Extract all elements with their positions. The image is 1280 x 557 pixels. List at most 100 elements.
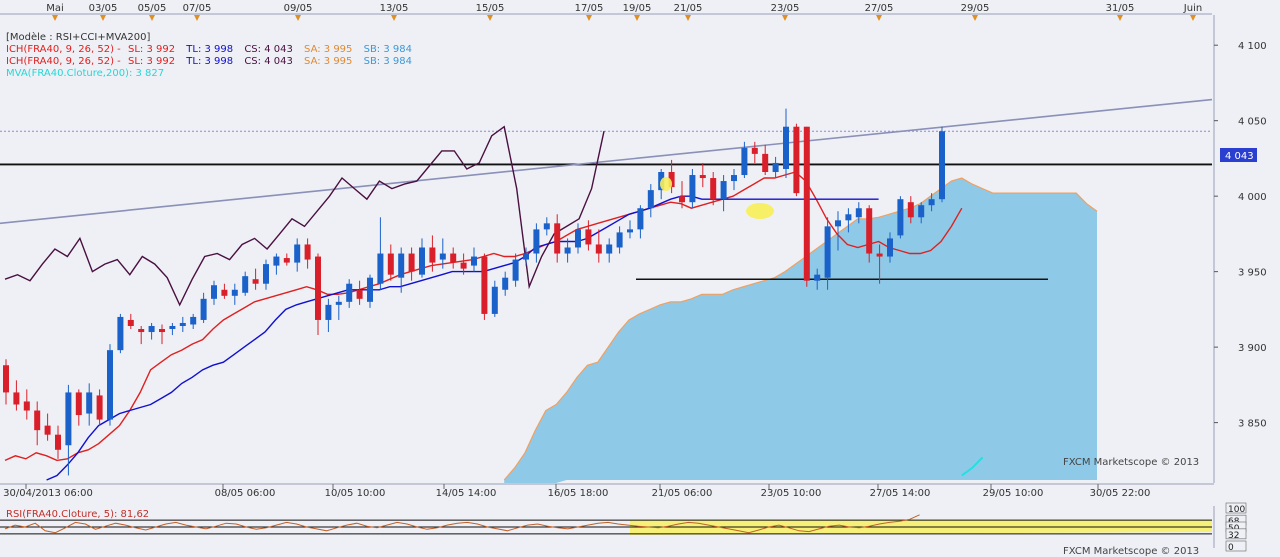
rsi-panel[interactable]: 1006850320 RSI(FRA40.Cloture, 5): 81,62 … bbox=[0, 502, 1280, 557]
bull-candle bbox=[491, 286, 498, 314]
bottom-axis-label: 23/05 10:00 bbox=[761, 488, 822, 498]
bull-candle bbox=[117, 316, 124, 351]
bear-candle bbox=[876, 253, 883, 257]
ichimoku-legend-2: ICH(FRA40, 9, 26, 52) - SL: 3 992 TL: 3 … bbox=[6, 56, 412, 67]
top-axis-label: 09/05 bbox=[284, 3, 313, 14]
bull-candle bbox=[377, 253, 384, 284]
top-axis-label: 31/05 bbox=[1106, 3, 1135, 14]
bear-candle bbox=[23, 401, 30, 411]
date-marker-icon bbox=[634, 15, 640, 21]
rsi-tick-badge bbox=[1225, 502, 1247, 514]
top-axis-label: 27/05 bbox=[865, 3, 894, 14]
date-marker-icon bbox=[876, 15, 882, 21]
bear-candle bbox=[13, 392, 20, 405]
bear-candle bbox=[127, 319, 134, 326]
bottom-axis-label: 27/05 14:00 bbox=[870, 488, 931, 498]
top-axis-label: 19/05 bbox=[623, 3, 652, 14]
date-marker-icon bbox=[972, 15, 978, 21]
date-marker-icon bbox=[149, 15, 155, 21]
rsi-watermark: FXCM Marketscope © 2013 bbox=[1063, 546, 1199, 557]
bull-candle bbox=[814, 274, 821, 281]
price-tick-label: 3 850 bbox=[1238, 419, 1267, 430]
bear-candle bbox=[159, 329, 165, 333]
bull-candle bbox=[398, 253, 405, 278]
bull-candle bbox=[606, 244, 613, 254]
price-tick-label: 3 950 bbox=[1238, 268, 1267, 279]
bull-candle bbox=[335, 301, 342, 305]
price-tick-label: 3 900 bbox=[1238, 343, 1267, 354]
tenkan-line bbox=[4, 171, 963, 462]
top-axis-label: 23/05 bbox=[771, 3, 800, 14]
bull-candle bbox=[273, 256, 280, 266]
bull-candle bbox=[855, 208, 862, 218]
bull-candle bbox=[533, 229, 540, 254]
bear-candle bbox=[450, 253, 457, 263]
date-marker-icon bbox=[1117, 15, 1123, 21]
bull-candle bbox=[190, 316, 197, 325]
senkou-span-a-line bbox=[503, 177, 1098, 481]
bear-candle bbox=[803, 126, 810, 281]
bear-candle bbox=[34, 410, 41, 431]
highlight-marker bbox=[746, 203, 774, 219]
bull-candle bbox=[367, 277, 373, 302]
bear-candle bbox=[283, 258, 290, 263]
rsi-tick-badge bbox=[1225, 540, 1247, 552]
bottom-axis-label: 08/05 06:00 bbox=[215, 488, 276, 498]
bottom-axis-label: 29/05 10:00 bbox=[983, 488, 1044, 498]
bear-candle bbox=[387, 253, 394, 275]
bear-candle bbox=[75, 392, 82, 416]
bear-candle bbox=[866, 208, 873, 254]
model-label: [Modèle : RSI+CCI+MVA200] bbox=[6, 31, 150, 43]
bull-candle bbox=[897, 199, 904, 236]
date-marker-icon bbox=[782, 15, 788, 21]
bottom-axis-label: 14/05 14:00 bbox=[436, 488, 497, 498]
bear-candle bbox=[44, 425, 51, 435]
bull-candle bbox=[616, 232, 623, 248]
bull-candle bbox=[824, 226, 831, 278]
price-tick-label: 4 050 bbox=[1238, 117, 1267, 128]
date-marker-icon bbox=[391, 15, 397, 21]
bear-candle bbox=[679, 196, 685, 203]
top-axis-label: 05/05 bbox=[138, 3, 167, 14]
last-price-label: 4 043 bbox=[1225, 151, 1254, 162]
kijun-line bbox=[46, 195, 879, 481]
top-axis-label: 21/05 bbox=[674, 3, 703, 14]
bull-candle bbox=[564, 247, 571, 254]
bull-candle bbox=[169, 325, 176, 330]
bull-candle bbox=[148, 325, 155, 333]
date-marker-icon bbox=[295, 15, 301, 21]
ichimoku-cloud bbox=[504, 178, 1097, 483]
bull-candle bbox=[439, 253, 446, 260]
bull-candle bbox=[575, 229, 581, 248]
bull-candle bbox=[200, 298, 207, 320]
bear-candle bbox=[793, 126, 800, 194]
bull-candle bbox=[512, 259, 519, 281]
price-chart[interactable]: 4 100 4 050 4 000 3 950 3 900 3 850 Mai 03/05 0… bbox=[0, 0, 1280, 498]
bull-candle bbox=[720, 181, 727, 200]
bottom-axis-label: 21/05 06:00 bbox=[652, 488, 713, 498]
bull-candle bbox=[263, 264, 269, 284]
bear-candle bbox=[315, 256, 321, 320]
bull-candle bbox=[928, 199, 935, 206]
bull-candle bbox=[845, 214, 852, 221]
bear-candle bbox=[304, 244, 311, 260]
top-axis-label: 29/05 bbox=[961, 3, 990, 14]
date-marker-icon bbox=[487, 15, 493, 21]
bull-candle bbox=[741, 147, 748, 176]
ichimoku-legend-1: ICH(FRA40, 9, 26, 52) - SL: 3 992 TL: 3 … bbox=[6, 44, 412, 55]
bear-candle bbox=[595, 244, 602, 254]
rsi-label: RSI(FRA40.Cloture, 5): 81,62 bbox=[6, 509, 149, 520]
bull-candle bbox=[86, 392, 93, 414]
date-marker-icon bbox=[1190, 15, 1196, 21]
bear-candle bbox=[460, 262, 467, 269]
top-axis-label: 03/05 bbox=[89, 3, 118, 14]
bear-candle bbox=[221, 289, 228, 296]
date-marker-icon bbox=[52, 15, 58, 21]
bear-candle bbox=[710, 178, 717, 200]
bull-candle bbox=[647, 190, 654, 209]
last-price-badge bbox=[1220, 148, 1257, 162]
bear-candle bbox=[907, 202, 914, 218]
watermark: FXCM Marketscope © 2013 bbox=[1063, 457, 1199, 468]
bottom-axis-label: 30/05 22:00 bbox=[1090, 488, 1151, 498]
